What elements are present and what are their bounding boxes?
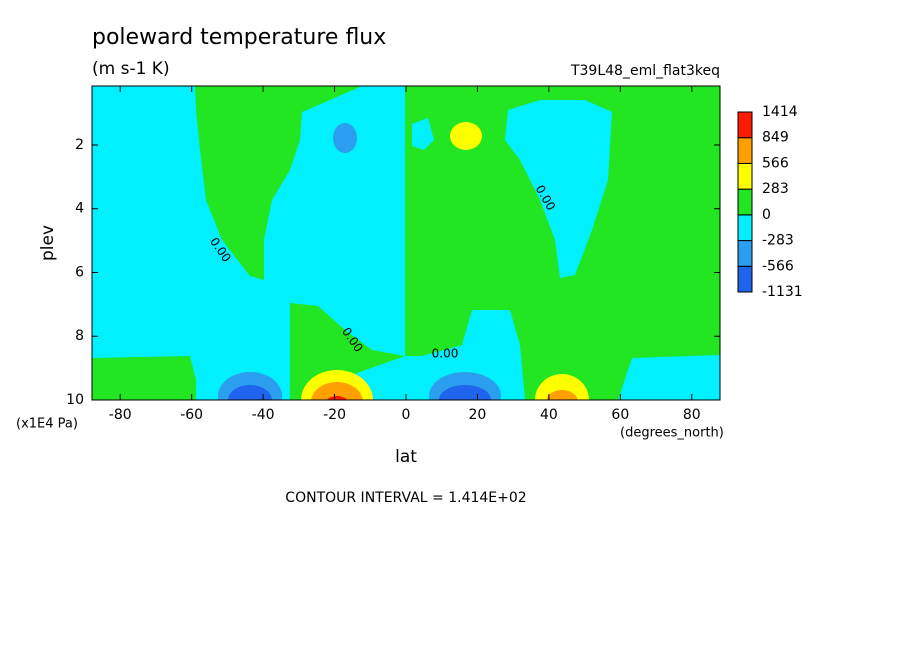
contour-region — [450, 122, 482, 150]
x-tick-label: -60 — [180, 407, 203, 423]
x-tick-label: -20 — [323, 407, 346, 423]
colorbar-box — [737, 265, 753, 293]
colorbar-box — [737, 162, 753, 190]
contour-region — [311, 382, 363, 400]
run-tag: T39L48_eml_flat3keq — [570, 63, 720, 79]
contour-region — [505, 100, 612, 278]
colorbar-label: -566 — [762, 258, 794, 274]
x-units: (degrees_north) — [620, 426, 724, 441]
y-tick-label: 6 — [75, 264, 84, 280]
units: (m s-1 K) — [92, 59, 170, 79]
colorbar-label: 566 — [762, 155, 789, 171]
x-tick-label: 80 — [683, 407, 701, 423]
contour-region — [195, 86, 362, 280]
y-axis-label: plev — [38, 225, 58, 261]
x-tick-label: 20 — [469, 407, 487, 423]
x-tick-label: 60 — [611, 407, 629, 423]
y-units: (x1E4 Pa) — [16, 417, 78, 432]
contour-region — [546, 390, 578, 400]
colorbar-label: 849 — [762, 130, 789, 146]
chart-title: poleward temperature flux — [92, 25, 386, 50]
colorbar-box — [737, 137, 753, 164]
y-tick-label: 10 — [66, 392, 84, 408]
colorbar-label: -283 — [762, 233, 794, 249]
x-axis-label: lat — [395, 447, 417, 467]
contour-region — [412, 118, 434, 150]
colorbar-box — [737, 188, 753, 216]
contour-region — [326, 396, 348, 400]
colorbar-box — [737, 240, 753, 267]
colorbar-label: 0 — [762, 207, 771, 223]
contour-field — [92, 86, 720, 400]
contour-region — [439, 385, 491, 400]
x-tick-label: 40 — [540, 407, 558, 423]
y-tick-label: 4 — [75, 201, 84, 217]
colorbar-box — [737, 214, 753, 242]
contour-label: 0.00 — [432, 347, 459, 361]
colorbar-label: -1131 — [762, 284, 803, 300]
x-tick-label: 0 — [402, 407, 411, 423]
contour-region — [92, 356, 196, 400]
contour-region — [228, 385, 272, 400]
colorbar-label: 1414 — [762, 104, 798, 120]
x-tick-label: -80 — [109, 407, 132, 423]
colorbar-label: 283 — [762, 181, 789, 197]
contour-interval: CONTOUR INTERVAL = 1.414E+02 — [285, 490, 526, 506]
x-tick-label: -40 — [252, 407, 275, 423]
y-tick-label: 2 — [75, 137, 84, 153]
contour-region — [333, 123, 357, 153]
contour-region — [535, 374, 589, 400]
colorbar-box — [737, 111, 753, 139]
y-tick-label: 8 — [75, 328, 84, 344]
